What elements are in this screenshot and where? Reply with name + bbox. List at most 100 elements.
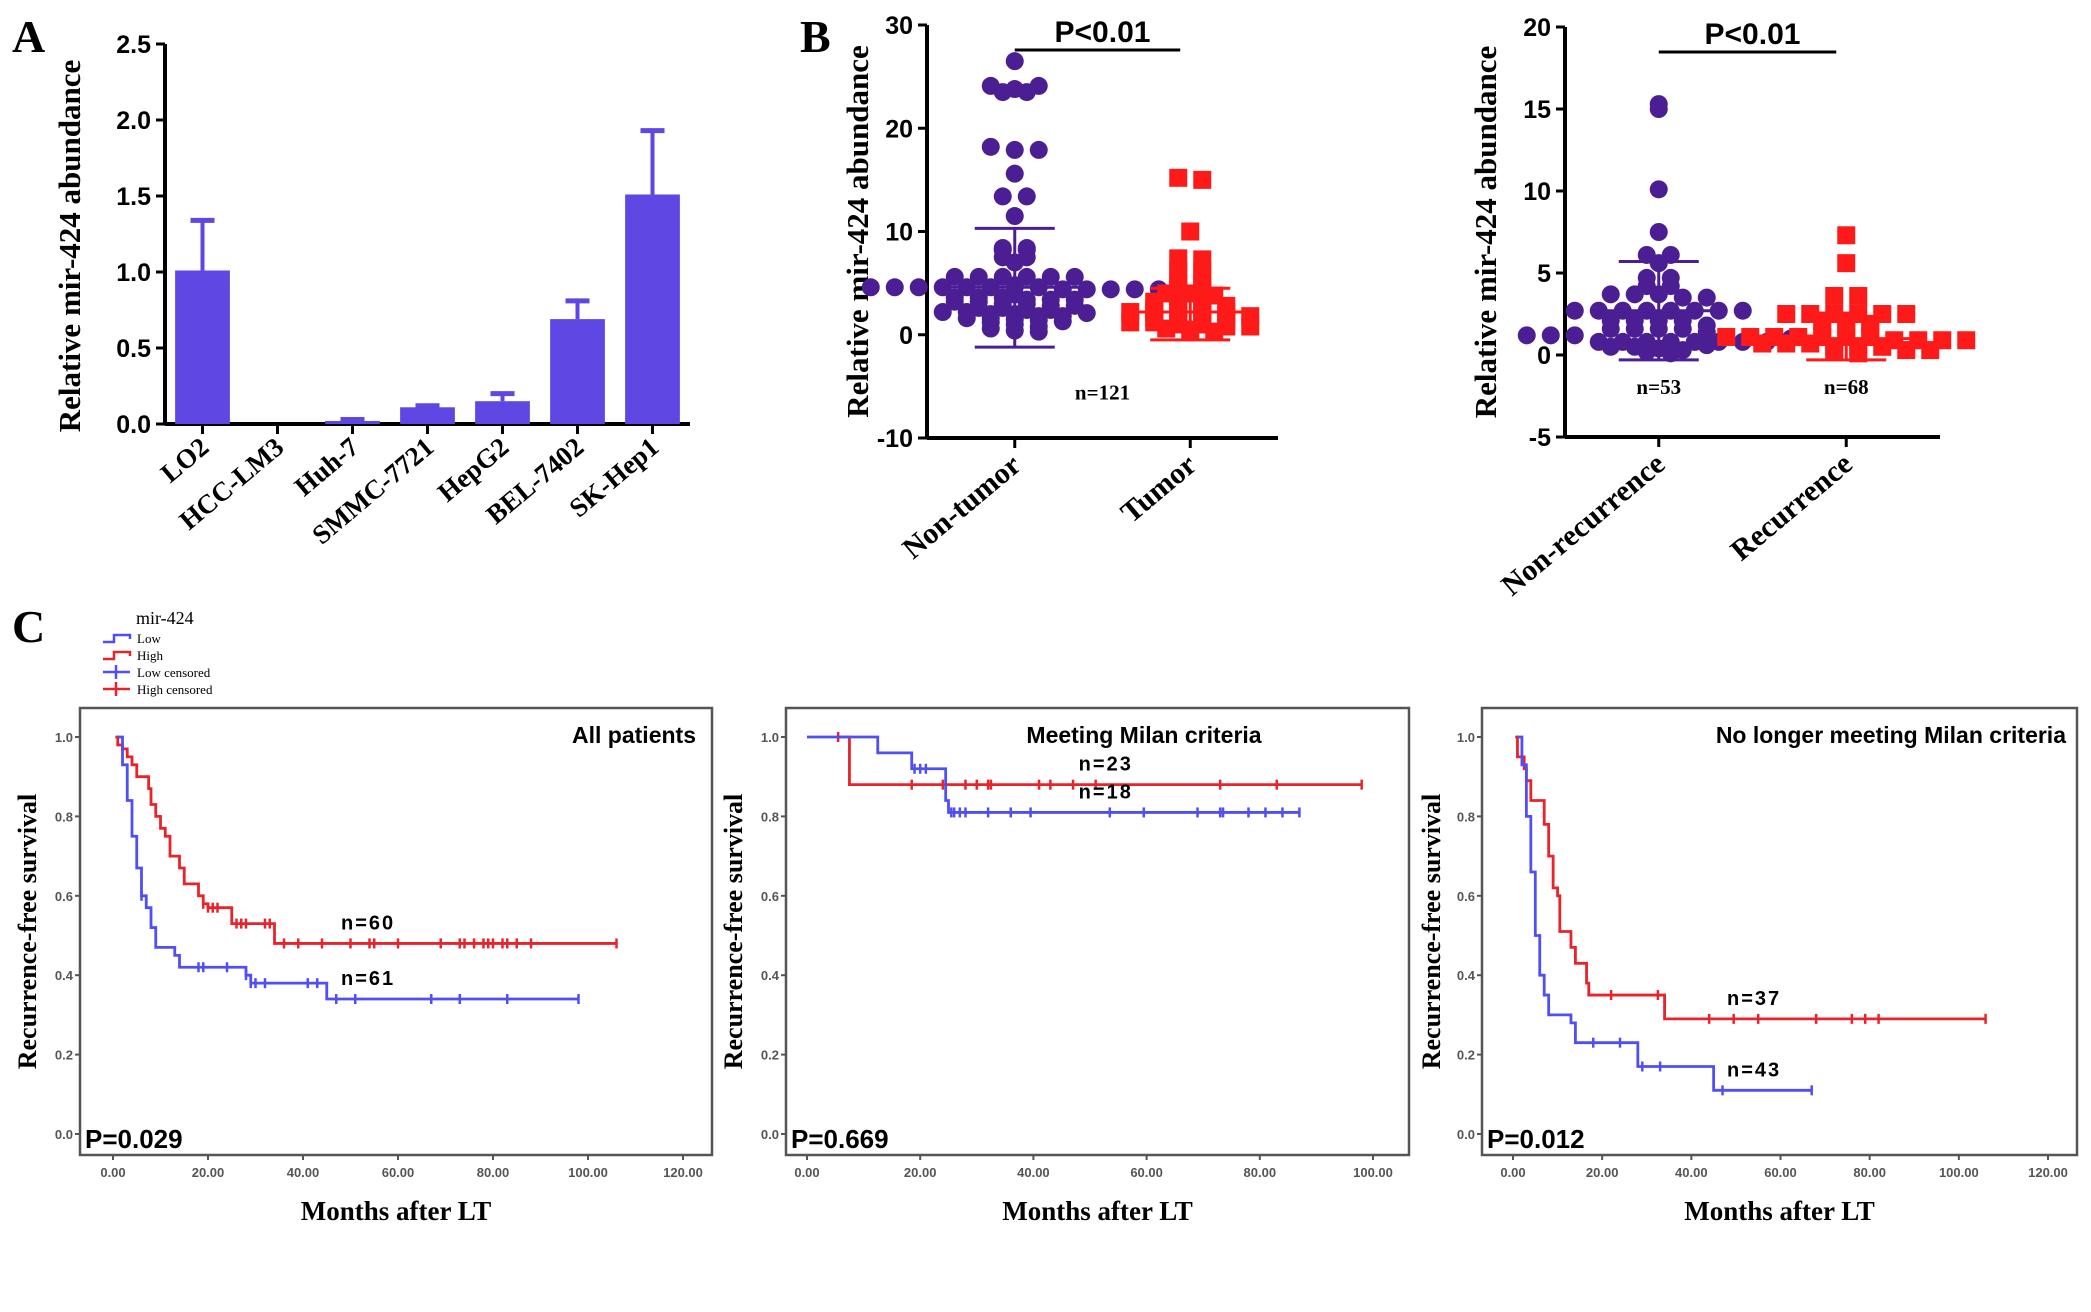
legend-step-icon-low: [103, 633, 132, 644]
data-point: [1649, 180, 1668, 199]
y-tick-label: 15: [1523, 96, 1551, 124]
data-point: [1193, 250, 1212, 269]
data-point: [1169, 249, 1188, 268]
legend-title: mir-424: [136, 608, 194, 628]
data-point: [1565, 301, 1584, 320]
data-point: [1825, 286, 1844, 305]
plot-title: No longer meeting Milan criteria: [1716, 722, 2066, 748]
y-axis-label: Recurrence-free survival: [719, 794, 748, 1070]
x-tick-label: 80.00: [1244, 1165, 1277, 1180]
data-point: [1053, 312, 1072, 331]
x-tick-label: 40.00: [1017, 1165, 1050, 1180]
x-tick-label: 0.00: [100, 1165, 125, 1180]
data-point: [1053, 280, 1072, 299]
data-point: [933, 303, 952, 322]
y-tick-label: 0: [899, 322, 913, 350]
panel-c-no-milan-km: 0.0 0.2 0.4 0.6 0.8 1.0 0.00 20.00 40.00 60.00 80.…: [1417, 706, 2079, 1226]
data-point: [1169, 266, 1188, 285]
data-point: [1077, 280, 1096, 299]
y-tick-label: 2.0: [116, 107, 151, 135]
x-axis-label: Months after LT: [1684, 1196, 1875, 1226]
n-label-high: n=23: [1079, 754, 1133, 776]
x-tick-label: Non-tumor: [896, 448, 1027, 565]
y-tick-label: 30: [885, 12, 913, 40]
data-point: [1169, 168, 1188, 187]
data-point: [1649, 95, 1668, 114]
y-tick-label: 1.0: [761, 730, 779, 745]
p-value-label: P=0.012: [1487, 1124, 1585, 1154]
n-label: n=68: [1824, 375, 1869, 399]
x-tick-label: 100.00: [568, 1165, 608, 1180]
y-tick-label: 0.4: [55, 968, 74, 983]
y-tick-label: 1.0: [116, 259, 151, 287]
data-point: [993, 187, 1012, 206]
x-tick-label: 80.00: [1853, 1165, 1886, 1180]
panel-label-c: C: [12, 601, 45, 652]
panel-c-milan-km: 0.0 0.2 0.4 0.6 0.8 1.0 0.00 20.00 40.00 60.00 80.…: [719, 706, 1411, 1226]
data-point: [1673, 341, 1692, 360]
data-point: [1673, 319, 1692, 338]
y-tick-label: 1.0: [55, 730, 73, 745]
data-point: [1837, 254, 1856, 273]
n-label: n=121: [1075, 381, 1130, 405]
data-point: [1649, 223, 1668, 241]
y-tick-label: 5: [1537, 260, 1551, 288]
x-tick-label: 60.00: [1764, 1165, 1797, 1180]
data-point: [1957, 331, 1976, 350]
data-point: [1017, 267, 1036, 286]
data-point: [1897, 341, 1916, 360]
y-tick-label: -5: [1529, 424, 1551, 452]
p-value-label: P=0.669: [791, 1124, 889, 1154]
data-point: [1837, 226, 1856, 245]
x-tick-label: 0.00: [794, 1165, 819, 1180]
km-legend: mir-424 Low High Low censored High censored: [103, 608, 213, 697]
data-point: [1661, 268, 1680, 287]
data-point: [1753, 334, 1772, 353]
data-point: [909, 278, 928, 297]
data-point: [1873, 337, 1892, 356]
y-axis-label: Relative mir-424 abundance: [52, 60, 87, 433]
data-point: [933, 278, 952, 297]
data-point: [1029, 322, 1048, 341]
bar-lo2: [175, 270, 230, 424]
y-tick-label: 0.8: [55, 809, 73, 824]
data-point: [993, 248, 1012, 267]
data-point: [1673, 288, 1692, 307]
data-point: [1825, 337, 1844, 356]
panel-c-all-patients-km: 0.0 0.2 0.4 0.6 0.8 1.0 0.00 20.00 40.00 60.00 80.…: [13, 706, 714, 1226]
data-point: [981, 319, 1000, 338]
panel-label-b: B: [800, 11, 831, 62]
y-tick-label: 0.8: [1457, 809, 1475, 824]
data-point: [1861, 319, 1880, 338]
x-tick-label: 120.00: [663, 1165, 703, 1180]
data-point: [993, 298, 1012, 317]
data-point: [993, 83, 1012, 102]
n-label-low: n=43: [1727, 1059, 1781, 1081]
y-tick-label: 2.5: [116, 31, 151, 59]
data-point: [1017, 248, 1036, 267]
y-tick-label: 10: [885, 219, 913, 247]
y-axis-label: Relative mir-424 abundance: [1468, 46, 1503, 419]
panel-a-bar-chart: 0.0 0.5 1.0 1.5 2.0 2.5 Relative mir-424 abund…: [52, 31, 690, 550]
y-tick-label: 0.0: [761, 1127, 779, 1142]
y-tick-label: 0.0: [116, 411, 151, 439]
x-tick-label: 120.00: [2028, 1165, 2068, 1180]
n-label-low: n=18: [1079, 781, 1133, 803]
data-point: [1181, 222, 1200, 241]
data-point: [1125, 280, 1144, 299]
legend-label: Low: [137, 631, 161, 646]
plot-frame: [78, 706, 714, 1157]
x-axis-label: Months after LT: [301, 1196, 492, 1226]
data-point: [1849, 286, 1868, 305]
y-axis-label: Recurrence-free survival: [1417, 794, 1446, 1070]
y-tick-label: 0.5: [116, 335, 151, 363]
data-point: [1625, 337, 1644, 356]
data-point: [885, 278, 904, 297]
data-point: [1157, 319, 1176, 338]
data-point: [1005, 207, 1024, 226]
p-value-label: P<0.01: [1055, 16, 1151, 49]
plot-frame: [1480, 706, 2079, 1157]
y-tick-label: -10: [877, 425, 913, 453]
x-tick-label: 100.00: [1939, 1165, 1979, 1180]
